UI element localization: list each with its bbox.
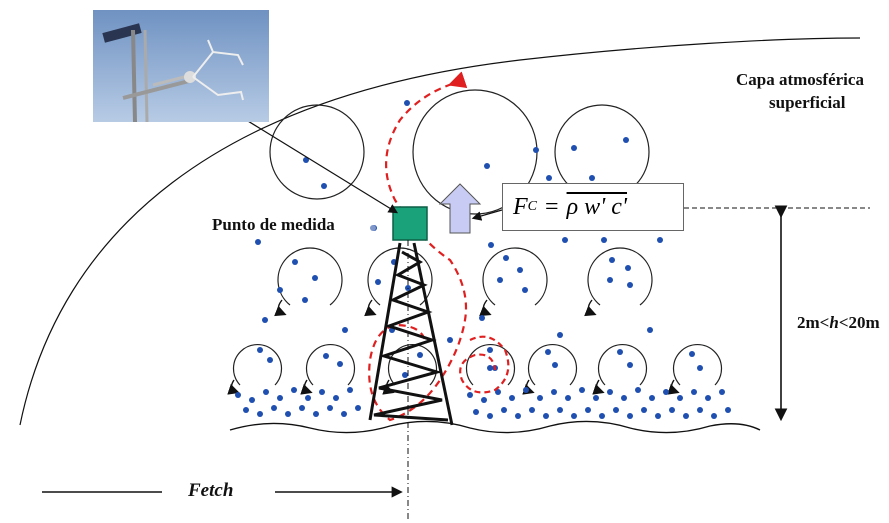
- air-parcel-path-small-loop: [459, 335, 510, 394]
- photo-pointer-line: [229, 109, 399, 214]
- air-parcel-loop-center: [487, 365, 493, 371]
- measurement-tower: [368, 242, 454, 426]
- ground-surface: [229, 420, 761, 434]
- eddy-rotation-arrows: [227, 299, 680, 395]
- fetch-label: Fetch: [188, 480, 234, 501]
- measure-point-dot: [370, 225, 376, 231]
- formula-lhs-subscript: C: [527, 199, 538, 214]
- height-range-label: 2m<h<20m: [797, 313, 880, 332]
- formula-equals: =: [545, 193, 559, 220]
- eddy-row-bottom: [232, 343, 723, 386]
- flux-up-arrow: [438, 183, 482, 234]
- formula-rhs: ρ w' c': [566, 193, 628, 220]
- air-parcel-path: [368, 71, 468, 422]
- formula-lhs: F: [513, 193, 528, 220]
- particles: [235, 100, 731, 419]
- boundary-layer-curve: [19, 37, 861, 426]
- layer-label-line1: Capa atmosférica: [736, 70, 864, 89]
- formula-pointer-line: [471, 209, 503, 221]
- layer-label-line2: superficial: [769, 93, 846, 112]
- anemometer-photo: [93, 10, 269, 122]
- sensor-box: [392, 206, 428, 241]
- measure-point-label: Punto de medida: [212, 215, 335, 234]
